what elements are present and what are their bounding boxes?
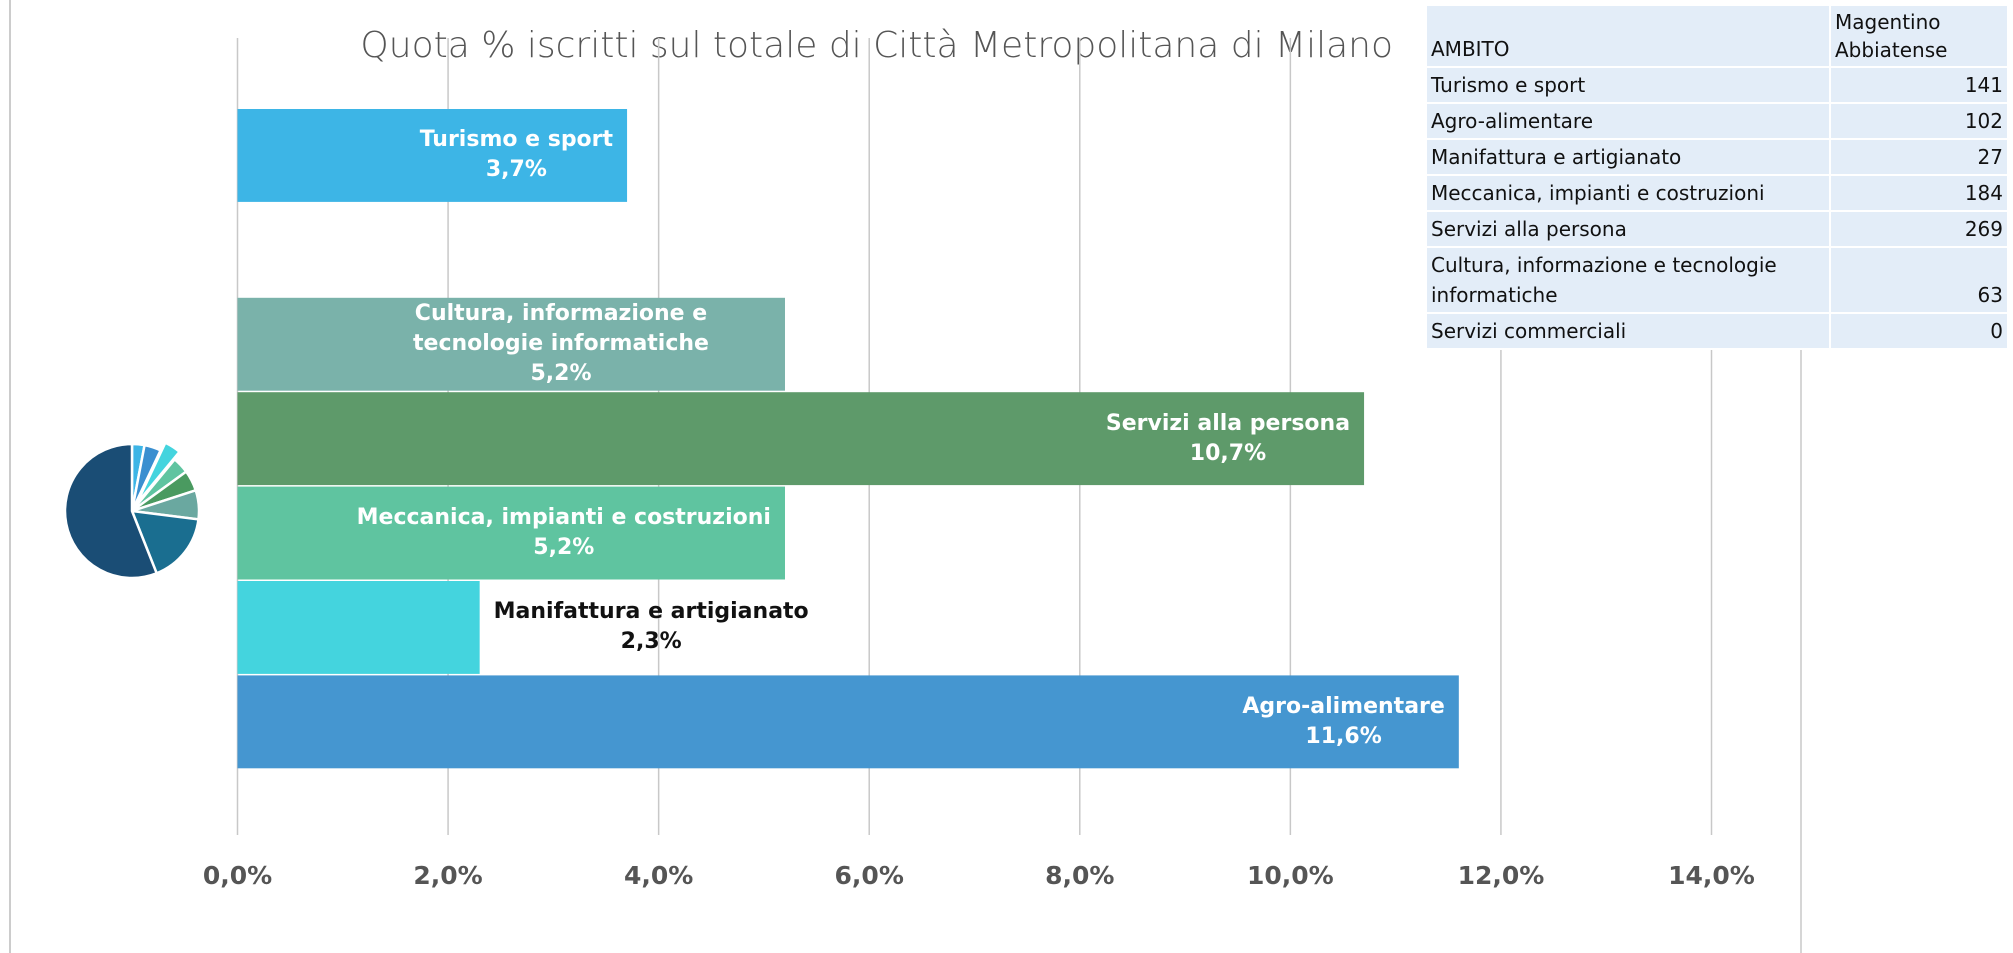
pie-slice — [63, 442, 159, 580]
pie-slice — [135, 441, 182, 505]
x-tick-label: 12,0% — [1458, 861, 1545, 890]
table-cell: Servizi commerciali — [1425, 312, 1831, 350]
chart-title: Quota % iscritti sul totale di Città Met… — [360, 25, 1393, 66]
category-label: Servizi alla persona — [1105, 410, 1351, 436]
value-label: 5,2% — [530, 361, 592, 387]
table-row: Manifattura e artigianato 27 — [1425, 138, 2009, 176]
table-cell: Meccanica, impianti e costruzioni — [1425, 174, 1831, 212]
table-header: AMBITO Magentino Abbiatense — [1425, 4, 2009, 68]
x-tick-label: 4,0% — [624, 861, 693, 890]
x-tick-label: 6,0% — [835, 861, 904, 890]
bar-label: Manifattura e artigianato 2,3% — [494, 581, 809, 674]
category-label: Cultura, informazione e tecnologie infor… — [413, 301, 709, 357]
x-tick-label: 0,0% — [203, 861, 272, 890]
bar — [237, 675, 1459, 769]
category-label: Manifattura e artigianato — [493, 599, 809, 625]
table-cell: Turismo e sport — [1425, 66, 1831, 104]
bar — [237, 297, 785, 391]
bar-label: Turismo e sport 3,7% — [420, 109, 613, 202]
table-row: Meccanica, impianti e costruzioni 184 — [1425, 174, 2009, 212]
table-cell: Agro-alimentare — [1425, 102, 1831, 140]
bar — [237, 109, 628, 202]
value-label: 2,3% — [620, 629, 682, 655]
table-cell: 141 — [1829, 66, 2009, 104]
x-tick-label: 8,0% — [1045, 861, 1114, 890]
table-row: Turismo e sport 141 — [1425, 66, 2009, 104]
table-cell: Servizi alla persona — [1425, 210, 1831, 248]
value-label: 5,2% — [533, 535, 595, 561]
table-cell: 102 — [1829, 102, 2009, 140]
value-label: 10,7% — [1189, 440, 1267, 466]
table-body: AMBITO Magentino Abbiatense Turismo e sp… — [1425, 4, 2009, 350]
table-cell: Manifattura e artigianato — [1425, 138, 1831, 176]
table-cell: 269 — [1829, 210, 2009, 248]
table-row: Servizi commerciali 0 — [1425, 312, 2009, 350]
x-tick-label: 14,0% — [1668, 861, 1755, 890]
table-row: Agro-alimentare 102 — [1425, 102, 2009, 140]
bar — [237, 581, 480, 674]
table-row: Servizi alla persona 269 — [1425, 210, 2009, 248]
table-row: Cultura, informazione e tecnologie infor… — [1425, 246, 2009, 314]
value-label: 11,6% — [1305, 723, 1382, 749]
table-cell: Cultura, informazione e tecnologie infor… — [1425, 246, 1831, 314]
table-cell: 0 — [1829, 312, 2009, 350]
category-label: Meccanica, impianti e costruzioni — [356, 505, 771, 531]
bar — [237, 486, 785, 580]
table-cell: 63 — [1829, 246, 2009, 314]
bar-label: Meccanica, impianti e costruzioni 5,2% — [357, 487, 771, 580]
x-tick-label: 2,0% — [413, 861, 482, 890]
table-cell: 27 — [1829, 138, 2009, 176]
bar — [237, 392, 1365, 486]
bar-label: Cultura, informazione e tecnologie infor… — [351, 298, 771, 391]
pie-slice — [130, 509, 200, 575]
value-label: 3,7% — [485, 157, 547, 183]
category-label: Turismo e sport — [419, 127, 614, 153]
header-cell: Magentino Abbiatense — [1829, 4, 2009, 68]
table-cell: 184 — [1829, 174, 2009, 212]
category-label: Agro-alimentare — [1242, 693, 1445, 719]
bar-label: Agro-alimentare 11,6% — [1242, 675, 1444, 768]
header-cell: AMBITO — [1425, 4, 1831, 68]
data-table: AMBITO Magentino Abbiatense Turismo e sp… — [1425, 4, 2009, 350]
bar-label: Servizi alla persona 10,7% — [1106, 392, 1350, 485]
x-tick-label: 10,0% — [1247, 861, 1334, 890]
